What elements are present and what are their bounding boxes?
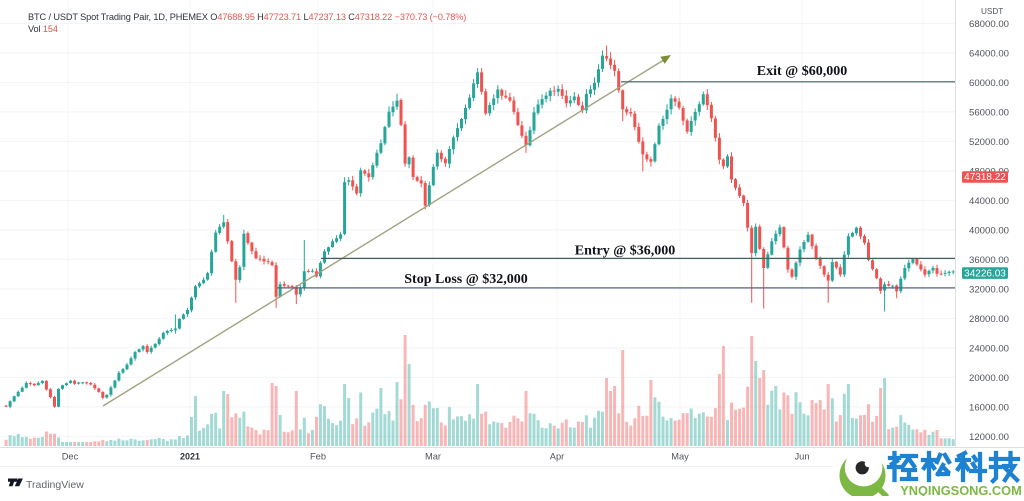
svg-text:40000.00: 40000.00 xyxy=(969,225,1009,236)
svg-text:20000.00: 20000.00 xyxy=(969,373,1009,384)
svg-text:12000.00: 12000.00 xyxy=(969,432,1009,443)
svg-text:Dec: Dec xyxy=(62,452,79,462)
svg-text:36000.00: 36000.00 xyxy=(969,255,1009,266)
svg-text:Jun: Jun xyxy=(795,452,810,462)
svg-text:60000.00: 60000.00 xyxy=(969,78,1009,89)
svg-text:Entry @ $36,000: Entry @ $36,000 xyxy=(575,244,676,259)
svg-text:YNQINGSONG.COM: YNQINGSONG.COM xyxy=(900,483,1022,496)
svg-text:64000.00: 64000.00 xyxy=(969,48,1009,59)
svg-text:56000.00: 56000.00 xyxy=(969,107,1009,118)
svg-text:Feb: Feb xyxy=(310,452,326,462)
svg-text:2021: 2021 xyxy=(180,452,200,462)
svg-text:24000.00: 24000.00 xyxy=(969,343,1009,354)
svg-text:TradingView: TradingView xyxy=(26,479,84,491)
svg-text:Exit @ $60,000: Exit @ $60,000 xyxy=(757,64,847,79)
svg-text:Apr: Apr xyxy=(550,452,564,462)
svg-text:68000.00: 68000.00 xyxy=(969,19,1009,30)
svg-text:Mar: Mar xyxy=(425,452,441,462)
svg-text:USDT: USDT xyxy=(981,7,1003,16)
svg-text:52000.00: 52000.00 xyxy=(969,137,1009,148)
svg-text:47318.22: 47318.22 xyxy=(964,172,1006,183)
svg-text:May: May xyxy=(671,452,689,462)
svg-text:16000.00: 16000.00 xyxy=(969,402,1009,413)
svg-text:34226.03: 34226.03 xyxy=(964,268,1006,279)
svg-text:BTC / USDT Spot Trading Pair,: BTC / USDT Spot Trading Pair, 1D, PHEMEX… xyxy=(28,12,466,22)
svg-text:32000.00: 32000.00 xyxy=(969,284,1009,295)
svg-text:Vol 154: Vol 154 xyxy=(28,24,58,34)
svg-text:Stop Loss @ $32,000: Stop Loss @ $32,000 xyxy=(404,272,528,287)
svg-text:28000.00: 28000.00 xyxy=(969,314,1009,325)
svg-text:44000.00: 44000.00 xyxy=(969,196,1009,207)
